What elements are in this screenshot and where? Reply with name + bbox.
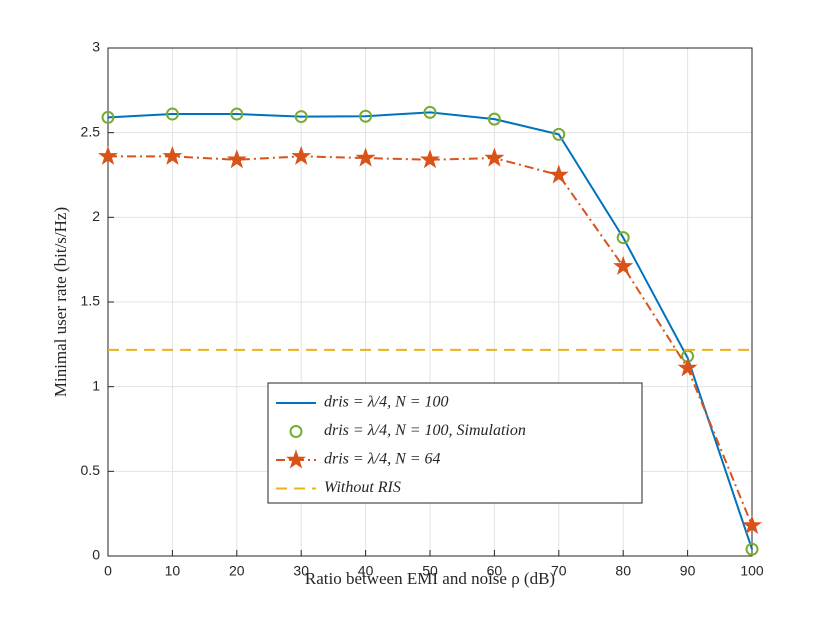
y-tick-label: 0 (92, 547, 100, 563)
y-tick-label: 1 (92, 377, 100, 393)
marker (359, 109, 373, 123)
series-line (107, 111, 753, 550)
marker (291, 145, 312, 165)
marker (101, 110, 115, 124)
y-tick-label: 3 (92, 39, 100, 55)
legend-box (267, 382, 643, 504)
marker (226, 149, 247, 169)
legend-marker (285, 449, 307, 469)
x-tick-label: 40 (358, 563, 374, 579)
marker (162, 145, 183, 165)
x-tick-label: 10 (165, 563, 181, 579)
marker (165, 107, 179, 121)
marker (677, 357, 698, 377)
x-tick-label: 80 (615, 563, 631, 579)
marker (97, 145, 119, 165)
marker (419, 149, 441, 169)
x-tick-label: 20 (229, 563, 245, 579)
y-tick-label: 2 (92, 208, 100, 224)
marker (613, 255, 634, 275)
marker (741, 514, 763, 535)
x-tick-label: 100 (740, 563, 764, 579)
y-tick-label: 1.5 (81, 293, 101, 309)
x-tick-label: 90 (680, 563, 696, 579)
x-tick-label: 70 (551, 563, 567, 579)
marker (548, 164, 569, 184)
legend-label: Without RIS (324, 479, 401, 496)
marker (423, 105, 437, 119)
marker (230, 107, 244, 121)
legend-marker (289, 425, 303, 438)
marker (355, 147, 376, 167)
x-tick-label: 30 (293, 563, 309, 579)
legend-label: dris = λ/4, N = 100, Simulation (324, 422, 526, 439)
y-axis-label: Minimal user rate (bit/s/Hz) (51, 207, 70, 397)
x-tick-label: 50 (422, 563, 438, 579)
marker (552, 127, 566, 141)
x-axis-label: Ratio between EMI and noise ρ (dB) (305, 569, 555, 588)
axes-box (107, 47, 753, 557)
marker (616, 231, 630, 245)
marker (294, 110, 308, 124)
y-tick-label: 2.5 (81, 123, 101, 139)
marker (487, 112, 501, 126)
legend-label: dris = λ/4, N = 100 (324, 394, 449, 411)
x-tick-label: 60 (487, 563, 503, 579)
legend-label: dris = λ/4, N = 64 (324, 451, 441, 468)
y-tick-label: 0.5 (81, 462, 101, 478)
marker (745, 542, 759, 556)
marker (484, 147, 505, 167)
x-tick-label: 0 (104, 563, 112, 579)
